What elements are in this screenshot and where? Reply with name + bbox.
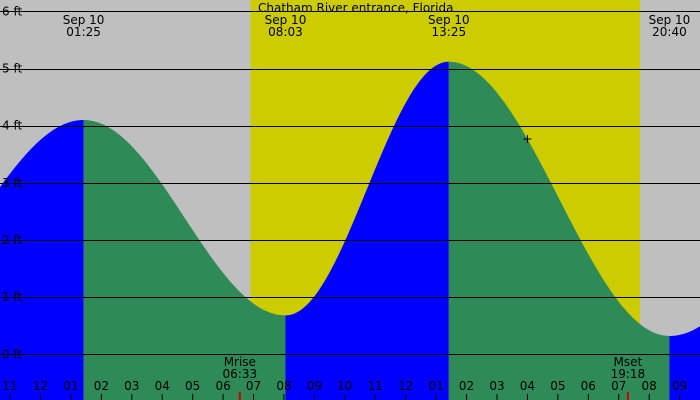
hour-tick-label: 05 (185, 379, 200, 393)
extreme-date-label: Sep 10 (649, 13, 691, 27)
hour-tick-label: 12 (33, 379, 48, 393)
extreme-time-label: 20:40 (652, 25, 687, 39)
y-tick-label: 5 ft (2, 62, 22, 76)
extreme-time-label: 01:25 (66, 25, 101, 39)
hour-tick-label: 06 (581, 379, 596, 393)
extreme-date-label: Sep 10 (63, 13, 105, 27)
hour-tick-label: 03 (124, 379, 139, 393)
hour-tick-label: 08 (642, 379, 657, 393)
hour-tick-label: 01 (63, 379, 78, 393)
y-tick-label: 3 ft (2, 176, 22, 190)
hour-tick-label: 03 (489, 379, 504, 393)
hour-tick-label: 05 (550, 379, 565, 393)
extreme-time-label: 08:03 (268, 25, 303, 39)
moon-event-time: 19:18 (611, 367, 646, 381)
hour-tick-label: 11 (2, 379, 17, 393)
y-tick-label: 2 ft (2, 233, 22, 247)
moon-event-label: Mrise (224, 355, 256, 369)
moon-event-time: 06:33 (223, 367, 258, 381)
hour-tick-label: 09 (672, 379, 687, 393)
hour-tick-label: 07 (611, 379, 626, 393)
extreme-time-label: 13:25 (432, 25, 467, 39)
hour-tick-label: 04 (155, 379, 170, 393)
hour-tick-label: 02 (459, 379, 474, 393)
hour-tick-label: 01 (428, 379, 443, 393)
hour-tick-label: 02 (94, 379, 109, 393)
hour-tick-label: 04 (520, 379, 535, 393)
rising-tide-area (0, 120, 84, 400)
falling-tide-area (83, 120, 286, 400)
y-tick-label: 4 ft (2, 119, 22, 133)
hour-tick-label: 12 (398, 379, 413, 393)
extreme-date-label: Sep 10 (265, 13, 307, 27)
hour-tick-label: 10 (337, 379, 352, 393)
moon-event-label: Mset (614, 355, 643, 369)
hour-tick-label: 08 (276, 379, 291, 393)
y-tick-label: 6 ft (2, 4, 22, 18)
hour-tick-label: 06 (215, 379, 230, 393)
rising-tide-area (669, 326, 700, 400)
rising-tide-area (285, 61, 449, 400)
hour-tick-label: 09 (307, 379, 322, 393)
extreme-date-label: Sep 10 (428, 13, 470, 27)
chart-title: Chatham River entrance, Florida (258, 1, 453, 15)
hour-tick-label: 07 (246, 379, 261, 393)
hour-tick-label: 11 (368, 379, 383, 393)
falling-tide-area (448, 61, 670, 400)
y-tick-label: 0 ft (2, 347, 22, 361)
y-tick-label: 1 ft (2, 290, 22, 304)
